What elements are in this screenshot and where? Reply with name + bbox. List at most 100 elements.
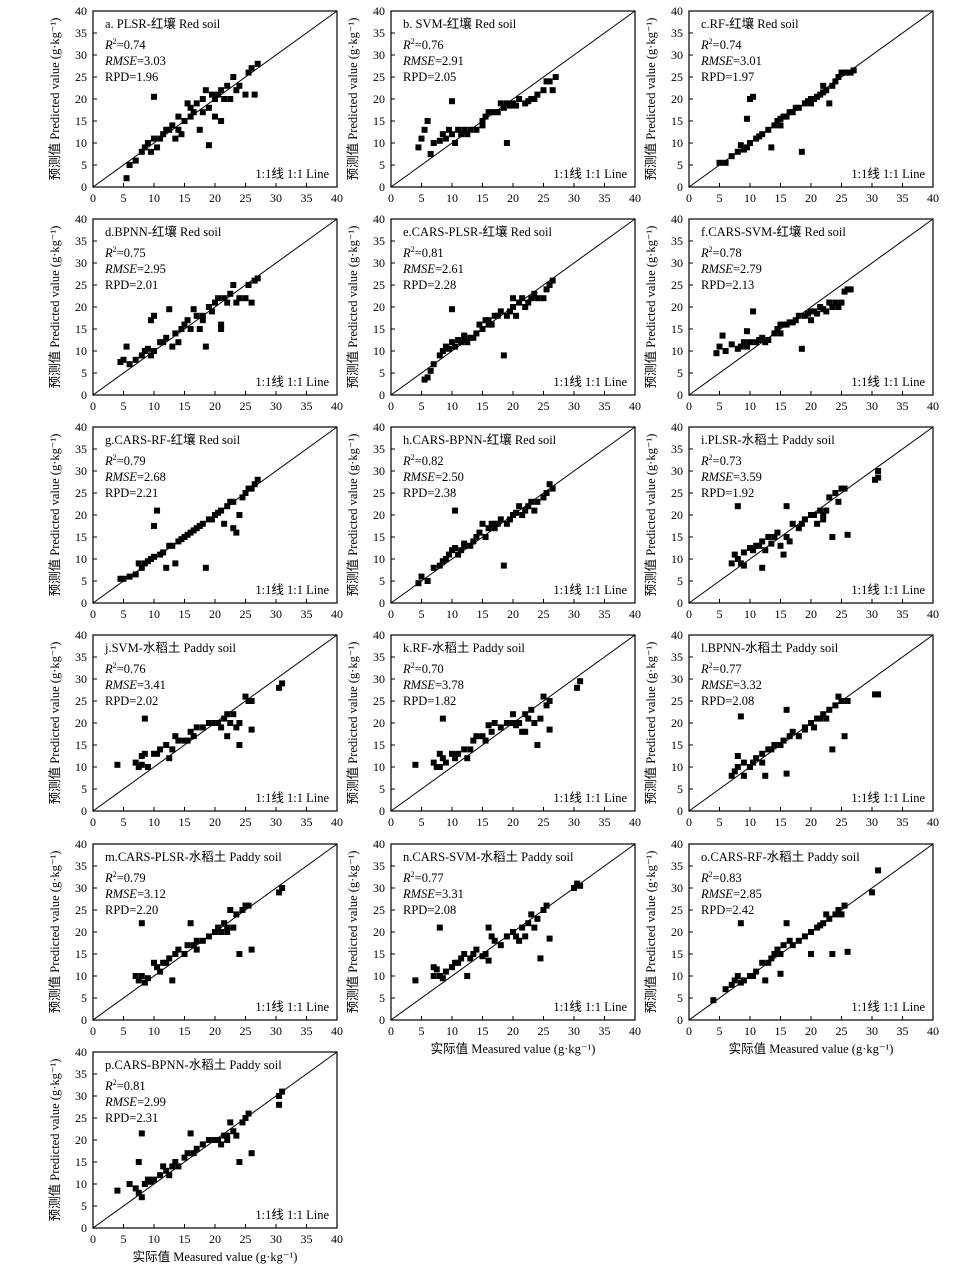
data-point <box>123 343 130 350</box>
y-axis-label: 预测值 Predicted value (g·kg⁻¹) <box>345 18 360 181</box>
x-tick-label: 5 <box>121 815 127 829</box>
data-point <box>455 126 462 133</box>
y-tick-label: 25 <box>75 903 87 917</box>
y-tick-label: 15 <box>373 738 385 752</box>
data-point <box>522 933 529 940</box>
data-point <box>756 542 763 549</box>
data-point <box>224 299 231 306</box>
data-point <box>442 759 449 766</box>
x-tick-label: 25 <box>538 1024 550 1038</box>
x-tick-label: 40 <box>927 191 939 205</box>
data-point <box>163 564 170 571</box>
data-point <box>415 144 422 151</box>
data-point <box>449 547 455 554</box>
data-point <box>430 361 437 368</box>
data-point <box>276 1093 283 1099</box>
data-point <box>750 759 757 766</box>
data-point <box>436 750 443 757</box>
data-point <box>175 946 182 953</box>
data-point <box>510 720 516 726</box>
y-tick-label: 0 <box>81 804 87 818</box>
data-point <box>224 924 231 931</box>
data-point <box>218 929 225 935</box>
data-point <box>482 317 489 324</box>
y-axis-label: 预测值 Predicted value (g·kg⁻¹) <box>47 851 62 1014</box>
x-tick-label: 15 <box>477 399 489 413</box>
data-point <box>759 759 766 766</box>
x-tick-label: 40 <box>331 815 343 829</box>
data-point <box>212 113 218 120</box>
data-point <box>135 1189 142 1196</box>
data-point <box>528 295 535 302</box>
data-point <box>218 326 225 332</box>
data-point <box>750 308 757 315</box>
data-point <box>743 144 750 151</box>
data-point <box>835 304 842 310</box>
data-point <box>473 733 480 740</box>
x-tick-label: 40 <box>629 815 641 829</box>
y-tick-label: 15 <box>75 322 87 336</box>
data-point <box>771 534 778 540</box>
y-tick-label: 35 <box>75 442 87 456</box>
data-point <box>251 481 258 488</box>
y-tick-label: 30 <box>373 881 385 895</box>
scatter-panel-1: 00 5 5 10 10 15 15 20 20 25 25 30 30 35 35 40 40 b. SVM-红… <box>373 4 641 205</box>
y-tick-label: 10 <box>75 344 87 358</box>
data-point <box>154 964 161 971</box>
data-point <box>239 907 246 913</box>
x-tick-label: 25 <box>240 191 252 205</box>
x-tick-label: 35 <box>897 1024 909 1038</box>
x-tick-label: 5 <box>121 191 127 205</box>
data-point <box>412 761 419 768</box>
data-point <box>175 737 182 744</box>
data-point <box>212 512 218 518</box>
data-point <box>823 911 830 918</box>
data-point <box>199 520 206 527</box>
y-tick-label: 5 <box>379 991 385 1005</box>
data-point <box>528 706 535 713</box>
data-point <box>245 698 252 704</box>
x-tick-label: 5 <box>717 1024 723 1038</box>
data-point <box>455 337 462 343</box>
data-point <box>215 509 222 516</box>
data-point <box>215 295 222 302</box>
y-tick-label: 20 <box>373 92 385 106</box>
x-tick-label: 40 <box>629 1024 641 1038</box>
data-point <box>418 135 425 142</box>
data-point <box>430 140 437 146</box>
data-point <box>549 87 556 94</box>
data-point <box>485 525 492 532</box>
data-point <box>531 924 538 931</box>
x-tick-label: 5 <box>121 1024 127 1038</box>
data-point <box>442 135 449 142</box>
y-tick-label: 15 <box>671 322 683 336</box>
panel-title: m.CARS-PLSR-水稻土 Paddy soil <box>105 850 282 864</box>
r2-stat: R2=0.77 <box>402 870 444 885</box>
y-tick-label: 0 <box>81 1013 87 1027</box>
data-point <box>795 733 802 740</box>
data-point <box>147 556 154 562</box>
data-point <box>546 481 553 488</box>
x-tick-label: 20 <box>805 1024 817 1038</box>
data-point <box>442 968 449 975</box>
line-label: 1:1线 1:1 Line <box>255 583 329 597</box>
panel-title: n.CARS-SVM-水稻土 Paddy soil <box>403 850 574 864</box>
rmse-stat: RMSE=3.59 <box>700 470 762 484</box>
data-point <box>497 516 504 523</box>
x-tick-label: 0 <box>90 1232 96 1246</box>
data-point <box>172 951 179 957</box>
y-tick-label: 30 <box>75 1089 87 1103</box>
y-tick-label: 25 <box>671 694 683 708</box>
y-tick-label: 5 <box>379 366 385 380</box>
data-point <box>531 290 538 297</box>
data-point <box>205 933 212 940</box>
x-tick-label: 35 <box>599 399 611 413</box>
x-tick-label: 40 <box>331 1232 343 1246</box>
y-tick-label: 5 <box>677 574 683 588</box>
x-tick-label: 15 <box>477 191 489 205</box>
x-tick-label: 30 <box>568 607 580 621</box>
data-point <box>166 542 173 549</box>
r2-stat: R2=0.78 <box>700 245 742 260</box>
data-point <box>537 715 544 722</box>
data-point <box>804 98 811 105</box>
